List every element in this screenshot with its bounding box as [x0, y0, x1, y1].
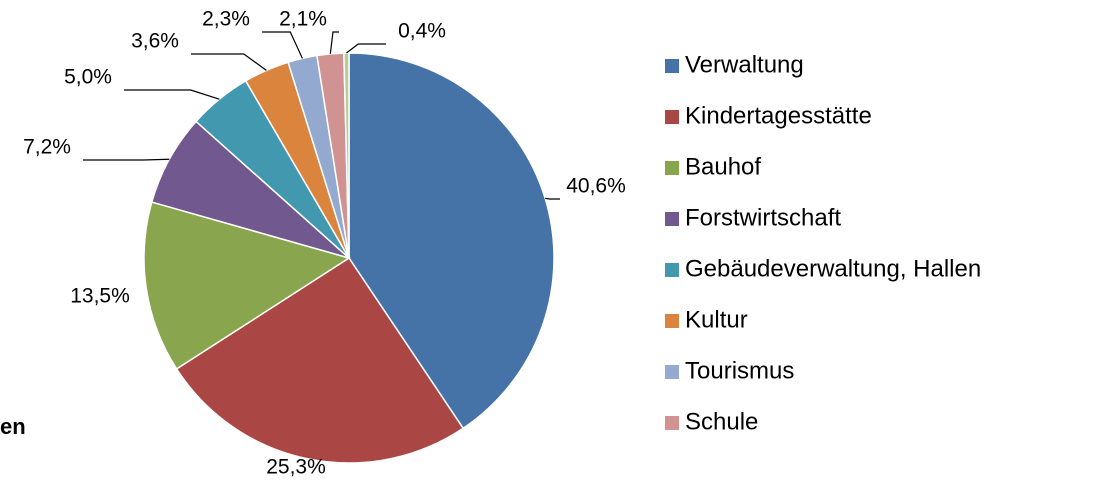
legend-label: Schule [685, 408, 758, 435]
legend-swatch [665, 416, 679, 430]
legend-swatch [665, 314, 679, 328]
legend-label: Kultur [685, 306, 748, 333]
data-label: 3,6% [131, 30, 179, 53]
legend-label: Gebäudeverwaltung, Hallen [685, 255, 981, 282]
leader-line [124, 89, 220, 100]
leader-line [545, 197, 560, 200]
data-label: 40,6% [566, 175, 626, 198]
legend-swatch [665, 212, 679, 226]
leader-line [262, 31, 303, 59]
legend-label: Kindertagesstätte [685, 102, 872, 129]
data-label: 7,2% [23, 136, 71, 159]
legend-swatch [665, 263, 679, 277]
pie-slice [343, 52, 350, 259]
leader-line [346, 43, 386, 54]
legend-swatch [665, 110, 679, 124]
data-label: 2,1% [279, 8, 327, 31]
data-label: 2,3% [202, 8, 250, 31]
legend-swatch [665, 161, 679, 175]
legend-swatch [665, 59, 679, 73]
legend-swatch [665, 365, 679, 379]
legend-label: Bauhof [685, 153, 761, 180]
legend-label: Tourismus [685, 357, 794, 384]
pie-slice [175, 256, 465, 464]
data-label: 25,3% [266, 456, 326, 479]
legend-label: Forstwirtschaft [685, 204, 841, 231]
data-label: 13,5% [70, 285, 130, 308]
leader-line [191, 53, 267, 71]
data-label: 0,4% [398, 20, 446, 43]
leader-line [329, 31, 339, 54]
legend-label: Verwaltung [685, 51, 804, 78]
leader-line [83, 158, 170, 161]
caption: en [0, 414, 26, 439]
data-label: 5,0% [64, 66, 112, 89]
